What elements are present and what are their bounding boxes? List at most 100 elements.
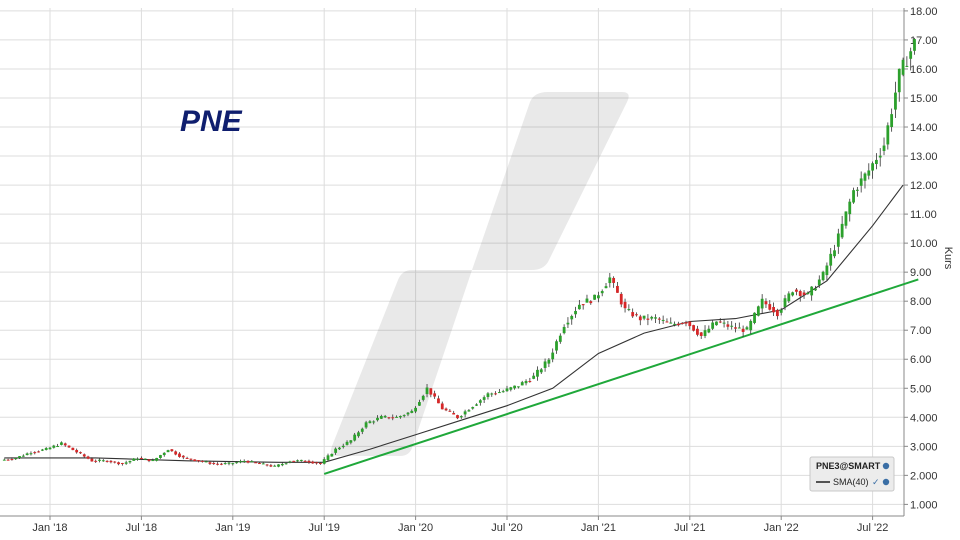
- candle-body: [37, 451, 40, 453]
- trendline-layer: [323, 278, 919, 475]
- candle-body: [547, 359, 551, 364]
- candle-body: [90, 458, 94, 462]
- candle-body: [642, 315, 646, 319]
- candle-body: [909, 51, 913, 59]
- candle-body: [379, 416, 383, 419]
- candle-body: [311, 461, 315, 464]
- candle-body: [204, 461, 208, 463]
- candle-body: [120, 463, 124, 465]
- candle-body: [505, 388, 509, 392]
- candle-body: [60, 442, 63, 445]
- candle-body: [151, 460, 155, 462]
- candle-body: [425, 387, 429, 395]
- candle-body: [696, 328, 699, 335]
- candle-body: [208, 462, 212, 464]
- candle-body: [254, 462, 258, 464]
- candle-body: [239, 460, 242, 463]
- candle-body: [638, 316, 642, 321]
- candle-body: [395, 416, 398, 418]
- candle-body: [657, 318, 661, 320]
- candle-body: [612, 277, 616, 283]
- candle-body: [471, 407, 475, 409]
- candle-body: [345, 441, 349, 445]
- globe-icon[interactable]: [882, 462, 890, 470]
- chart-title: PNE: [180, 105, 243, 138]
- y-tick-label: 16.00: [910, 64, 938, 76]
- candle-body: [459, 416, 463, 418]
- legend-symbol: PNE3@SMART: [816, 461, 881, 471]
- candle-body: [692, 325, 696, 331]
- candle-body: [791, 292, 795, 296]
- candle-body: [570, 315, 574, 320]
- candle-body: [517, 386, 520, 388]
- candle-body: [185, 457, 189, 459]
- sma-line: [4, 184, 904, 463]
- candle-body: [775, 309, 779, 317]
- candle-body: [669, 322, 673, 324]
- candle-body: [836, 233, 840, 247]
- candle-body: [597, 295, 600, 299]
- candle-body: [391, 417, 395, 419]
- candle-body: [581, 304, 585, 306]
- candle-body: [364, 422, 368, 428]
- candle-body: [654, 317, 657, 319]
- candle-body: [764, 301, 768, 305]
- candle-body: [117, 462, 120, 465]
- y-tick-label: 18.00: [910, 6, 938, 18]
- y-tick-label: 9.00: [910, 267, 931, 279]
- candle-body: [558, 335, 562, 342]
- candle-body: [551, 352, 555, 360]
- candle-body: [768, 304, 772, 310]
- candle-body: [147, 459, 151, 462]
- y-tick-label: 14.00: [910, 122, 938, 134]
- candle-body: [109, 460, 113, 463]
- y-tick-label: 4.000: [910, 412, 938, 424]
- legend-sma: SMA(40): [833, 477, 869, 487]
- candle-body: [33, 452, 37, 454]
- candle-body: [741, 328, 745, 332]
- candle-body: [913, 39, 916, 51]
- candle-body: [166, 450, 170, 453]
- candle-body: [848, 201, 852, 215]
- candle-body: [715, 321, 718, 326]
- x-tick-label: Jul '22: [857, 522, 888, 534]
- candle-body: [124, 462, 128, 464]
- legend: PNE3@SMART SMA(40) ✓: [809, 456, 895, 492]
- candle-body: [227, 462, 231, 464]
- candle-body: [284, 463, 288, 465]
- check-icon[interactable]: ✓: [872, 478, 880, 488]
- candle-body: [863, 173, 867, 181]
- candle-body: [387, 417, 391, 419]
- x-tick-label: Jul '20: [491, 522, 522, 534]
- candle-body: [707, 328, 711, 333]
- candle-body: [737, 327, 741, 329]
- x-tick-label: Jan '19: [215, 522, 250, 534]
- candle-body: [665, 321, 669, 323]
- x-axis: Jan '18 Jul '18 Jan '19 Jul '19 Jan '20 Jul '…: [32, 516, 888, 534]
- candle-body: [745, 327, 749, 330]
- candle-body: [452, 412, 456, 415]
- candle-body: [619, 293, 623, 305]
- candle-body: [699, 332, 703, 336]
- candle-body: [322, 459, 326, 464]
- x-tick-label: Jul '18: [126, 522, 157, 534]
- globe-icon[interactable]: [882, 478, 890, 486]
- candle-body: [528, 381, 532, 383]
- candle-body: [418, 402, 421, 406]
- candle-body: [566, 322, 570, 325]
- candle-body: [21, 455, 25, 457]
- candle-body: [98, 459, 101, 461]
- candle-body: [635, 314, 638, 316]
- candle-body: [562, 326, 566, 334]
- candle-body: [261, 463, 265, 465]
- candle-body: [269, 465, 273, 467]
- candle-body: [871, 163, 874, 171]
- candle-body: [132, 458, 136, 461]
- candle-body: [212, 463, 216, 465]
- candle-body: [231, 463, 235, 465]
- candle-body: [421, 395, 425, 400]
- candle-body: [616, 285, 619, 293]
- candle-body: [688, 321, 692, 327]
- candle-body: [63, 443, 67, 446]
- candle-body: [661, 319, 665, 321]
